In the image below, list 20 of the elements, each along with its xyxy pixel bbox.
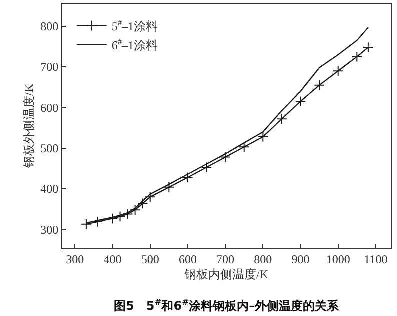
x-axis-title: 钢板内侧温度/K xyxy=(184,267,269,282)
legend-label: 5$^{#}$–1涂料 xyxy=(112,18,158,34)
y-tick-label: 700 xyxy=(40,60,59,74)
x-tick-label: 500 xyxy=(141,252,160,266)
x-tick-label: 400 xyxy=(104,252,122,266)
y-tick-label: 400 xyxy=(40,182,59,196)
text: 图5 5$^{#}$和6$^{#}$涂料钢板内–外侧温度的关系 xyxy=(114,297,340,314)
x-tick-label: 1100 xyxy=(364,252,388,266)
x-tick-label: 700 xyxy=(216,252,235,266)
y-tick-label: 500 xyxy=(40,142,59,156)
y-axis-title: 钢板外侧温度/K xyxy=(22,84,36,169)
y-tick-label: 800 xyxy=(40,20,59,34)
x-tick-label: 600 xyxy=(178,252,197,266)
x-tick-label: 800 xyxy=(254,252,272,266)
y-tick-label: 300 xyxy=(40,222,59,237)
y-tick-label: 600 xyxy=(40,100,59,115)
x-tick-label: 1000 xyxy=(326,252,350,266)
x-tick-label: 900 xyxy=(292,252,310,266)
legend-label: 6$^{#}$–1涂料 xyxy=(112,37,158,52)
x-tick-label: 300 xyxy=(66,252,84,266)
